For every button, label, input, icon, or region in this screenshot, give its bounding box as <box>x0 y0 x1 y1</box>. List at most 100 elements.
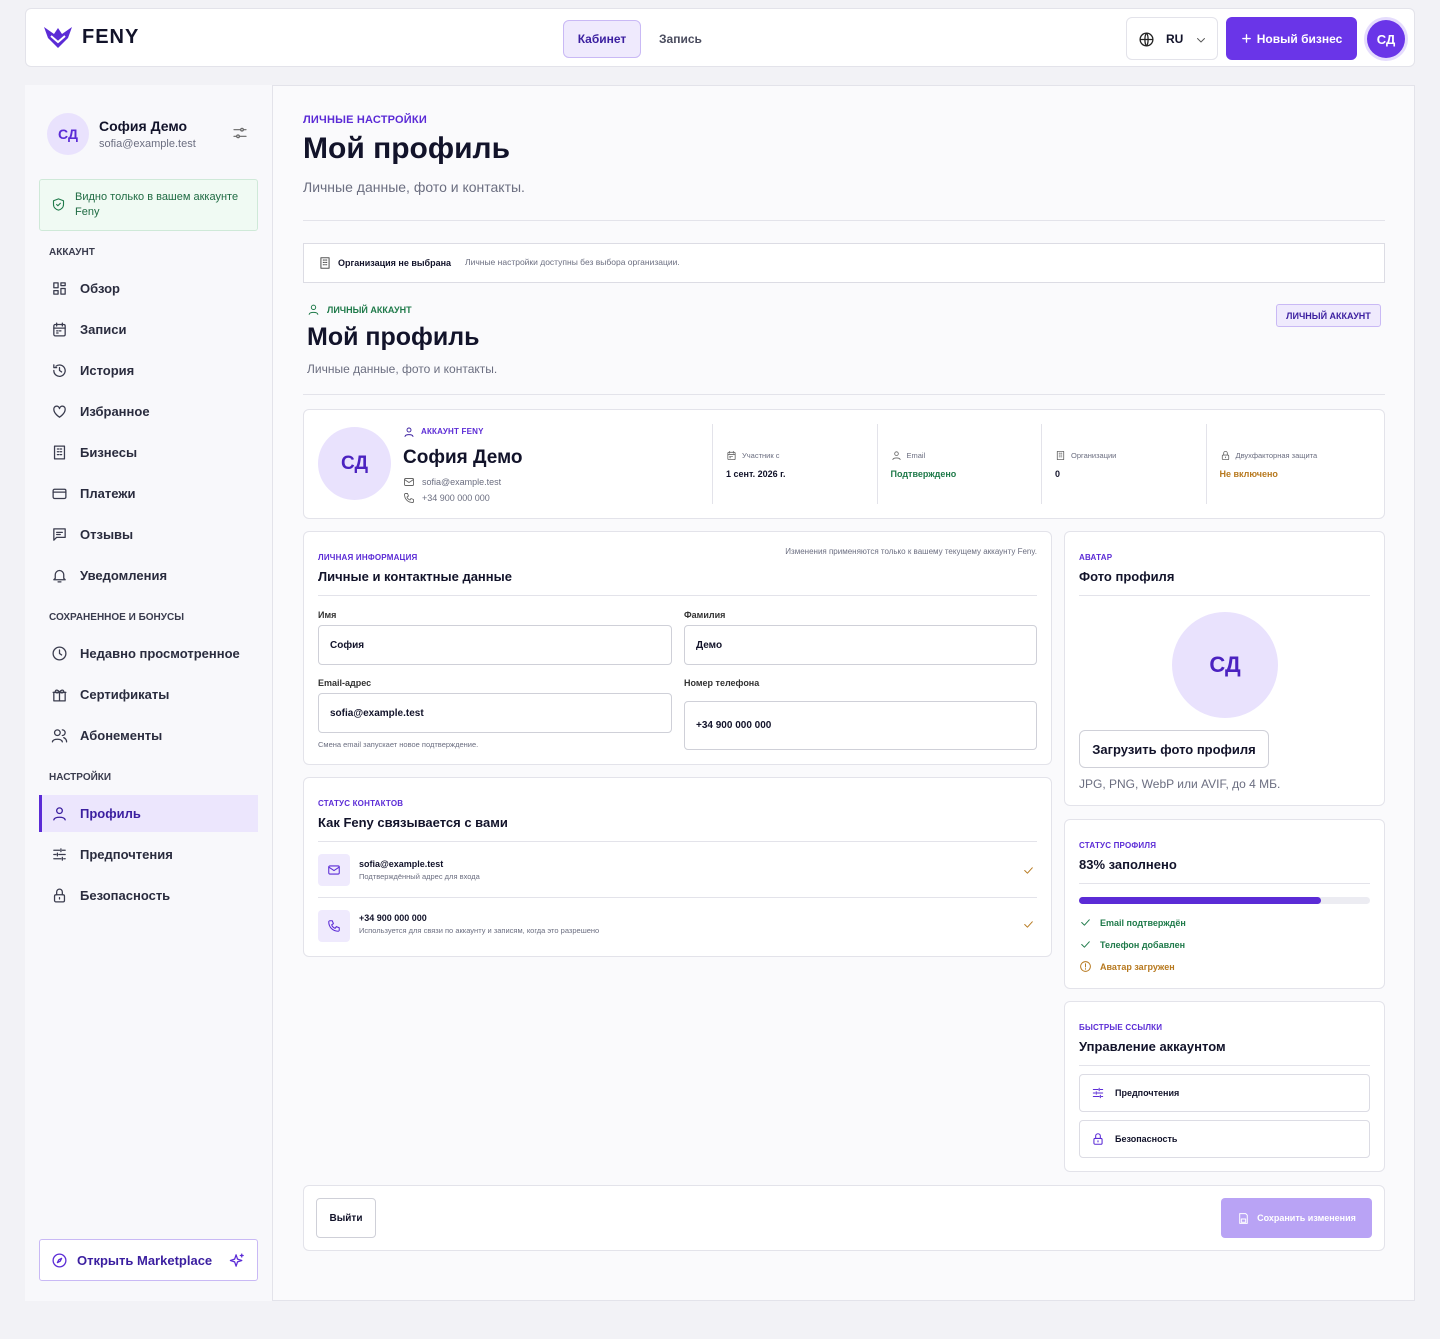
cal-icon <box>53 322 66 337</box>
user-icon <box>891 451 901 461</box>
divider <box>318 595 1037 596</box>
notice-text: Видно только в вашем аккаунте Feny <box>75 191 239 218</box>
clock-icon <box>52 646 67 661</box>
first-name-input[interactable]: София <box>318 625 672 665</box>
marketplace-label: Открыть Marketplace <box>77 1253 213 1268</box>
logo-icon <box>44 27 72 48</box>
nav-item[interactable]: Платежи <box>39 475 258 512</box>
phone-icon <box>328 920 340 932</box>
card-eyebrow: ЛИЧНАЯ ИНФОРМАЦИЯ <box>318 553 418 562</box>
section-subtitle: Личные данные, фото и контакты. <box>307 362 498 376</box>
page-eyebrow: ЛИЧНЫЕ НАСТРОЙКИ <box>303 114 427 126</box>
stat-value: 0 <box>1055 469 1061 479</box>
card-icon <box>52 488 67 500</box>
progress-fill <box>1079 897 1321 904</box>
warn-icon <box>1080 961 1091 972</box>
nav-item[interactable]: Недавно просмотренное <box>39 635 258 672</box>
nav-label: Отзывы <box>80 527 134 542</box>
nav-label: Избранное <box>80 404 150 419</box>
card-eyebrow: СТАТУС ПРОФИЛЯ <box>1079 841 1157 850</box>
logo-text: FENY <box>82 26 140 48</box>
contacts-card: СТАТУС КОНТАКТОВ Как Feny связывается с … <box>303 777 1052 957</box>
org-title: Организация не выбрана <box>338 258 452 268</box>
profile-phone: +34 900 000 000 <box>422 493 490 503</box>
nav-label: Сертификаты <box>80 687 170 702</box>
stat-label: Участник с <box>742 451 780 460</box>
settings-icon[interactable] <box>232 125 248 141</box>
quick-link[interactable]: Безопасность <box>1079 1120 1370 1158</box>
nav-item[interactable]: Избранное <box>39 393 258 430</box>
stat-divider <box>1205 424 1207 504</box>
nav-item[interactable]: Предпочтения <box>39 836 258 873</box>
check-icon <box>1081 919 1090 926</box>
nav-label: Безопасность <box>80 888 171 903</box>
heart-icon <box>53 405 66 418</box>
field-label: Email-адрес <box>318 678 372 688</box>
user-email: sofia@example.test <box>99 138 196 150</box>
divider <box>318 897 1037 898</box>
nav-item[interactable]: Записи <box>39 311 258 348</box>
profile-status-card: СТАТУС ПРОФИЛЯ 83% заполнено Email подтв… <box>1064 819 1385 989</box>
page-subtitle: Личные данные, фото и контакты. <box>303 179 525 195</box>
user-icon <box>404 427 414 437</box>
divider <box>303 394 1385 395</box>
user-avatar[interactable]: СД <box>1367 20 1405 58</box>
nav-label: Недавно просмотренное <box>80 646 240 661</box>
nav-item[interactable]: Безопасность <box>39 877 258 914</box>
upload-button[interactable]: Загрузить фото профиля <box>1079 730 1269 768</box>
hist-icon <box>53 364 66 377</box>
card-title: Управление аккаунтом <box>1079 1039 1226 1054</box>
nav-item[interactable]: Сертификаты <box>39 676 258 713</box>
button-label: Новый бизнес <box>1256 31 1343 46</box>
divider <box>303 220 1385 221</box>
actions-bar: Выйти Сохранить изменения <box>303 1185 1385 1251</box>
divider <box>318 841 1037 842</box>
stat-divider <box>876 424 878 504</box>
nav-item[interactable]: Обзор <box>39 270 258 307</box>
profile-summary-card: СД АККАУНТ FENY София Демо sofia@example… <box>303 409 1385 519</box>
language-code: RU <box>1166 32 1184 46</box>
status-check: Аватар загружен <box>1100 962 1175 972</box>
language-select[interactable]: RU <box>1126 17 1218 60</box>
msg-icon <box>53 528 66 541</box>
card-title: Личные и контактные данные <box>318 569 512 584</box>
lock-icon <box>1093 1133 1103 1145</box>
phone-input[interactable]: +34 900 000 000 <box>684 701 1037 750</box>
logout-button[interactable]: Выйти <box>316 1198 376 1238</box>
nav-item[interactable]: Профиль <box>39 795 258 832</box>
building-icon <box>320 257 330 269</box>
nav-item[interactable]: Уведомления <box>39 557 258 594</box>
check-icon <box>1081 941 1090 948</box>
bell-icon <box>53 569 66 583</box>
nav-item[interactable]: Бизнесы <box>39 434 258 471</box>
contact-icon-box <box>318 854 350 886</box>
nav-item[interactable]: Отзывы <box>39 516 258 553</box>
gift-icon <box>52 689 67 702</box>
quick-link-label: Предпочтения <box>1115 1088 1180 1098</box>
contact-icon-box <box>318 910 350 942</box>
quick-link[interactable]: Предпочтения <box>1079 1074 1370 1112</box>
divider <box>1079 1065 1370 1066</box>
last-name-input[interactable]: Демо <box>684 625 1037 665</box>
nav-tab[interactable]: Запись <box>659 32 702 46</box>
nav-item[interactable]: История <box>39 352 258 389</box>
account-badge: ЛИЧНЫЙ АККАУНТ <box>1276 304 1381 327</box>
cal-icon <box>727 450 736 461</box>
card-eyebrow: АВАТАР <box>1079 553 1113 562</box>
stat-value: Подтверждено <box>890 469 957 479</box>
nav-label: Абонементы <box>80 728 163 743</box>
phone-icon <box>404 493 414 503</box>
sliders-icon <box>1092 1087 1104 1099</box>
nav-label: Уведомления <box>80 568 168 583</box>
profile-email: sofia@example.test <box>422 477 502 487</box>
mail-icon <box>328 865 340 875</box>
nav-tab[interactable]: Кабинет <box>563 20 641 58</box>
profile-name: София Демо <box>403 447 523 468</box>
save-button[interactable]: Сохранить изменения <box>1221 1198 1372 1238</box>
email-input[interactable]: sofia@example.test <box>318 693 672 733</box>
avatar-card: АВАТАР Фото профиля СД Загрузить фото пр… <box>1064 531 1385 806</box>
nav-item[interactable]: Абонементы <box>39 717 258 754</box>
nav-label: Бизнесы <box>80 445 138 460</box>
new-business-button[interactable]: Новый бизнес <box>1226 17 1357 60</box>
marketplace-button[interactable]: Открыть Marketplace <box>39 1239 258 1281</box>
